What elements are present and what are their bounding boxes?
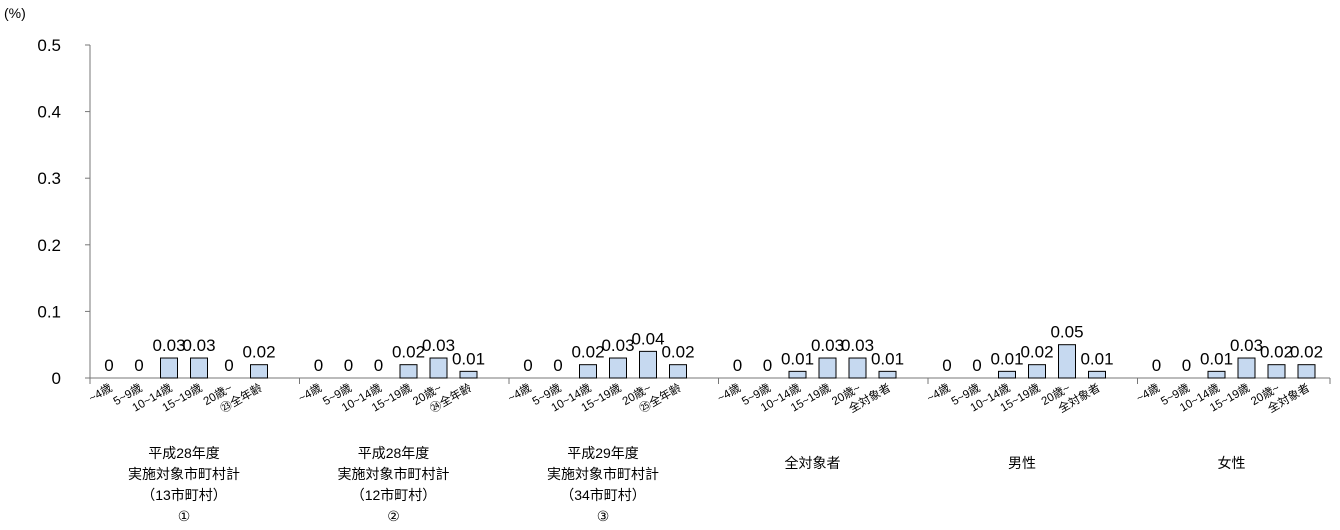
data-label: 0.01: [990, 349, 1023, 368]
y-tick-label: 0.3: [37, 169, 61, 188]
x-tick-label: ~4歳: [87, 381, 115, 405]
data-label: 0: [344, 356, 353, 375]
data-label: 0.02: [392, 343, 425, 362]
y-tick-label: 0.4: [37, 103, 61, 122]
y-tick-label: 0.2: [37, 236, 61, 255]
data-label: 0: [553, 356, 562, 375]
group-label: （13市町村）: [141, 487, 227, 503]
y-tick-label: 0.5: [37, 36, 61, 55]
group-label: （12市町村）: [351, 487, 437, 503]
data-label: 0.02: [661, 343, 694, 362]
bar: [669, 364, 687, 379]
bar: [818, 357, 837, 379]
group-label: 全対象者: [785, 455, 841, 471]
data-label: 0.03: [422, 336, 455, 355]
x-tick-label: ~4歳: [296, 381, 324, 405]
data-label: 0.03: [841, 336, 874, 355]
data-label: 0: [1182, 356, 1191, 375]
data-label: 0: [104, 356, 113, 375]
bar: [1028, 364, 1046, 379]
data-label: 0.01: [871, 349, 904, 368]
data-label: 0.05: [1050, 323, 1083, 342]
y-tick-label: 0: [52, 369, 61, 388]
bar: [250, 364, 268, 379]
data-label: 0: [942, 356, 951, 375]
data-label: 0.03: [811, 336, 844, 355]
bar: [998, 370, 1016, 379]
group-label: ①: [178, 508, 191, 524]
bar: [459, 370, 478, 379]
bar: [848, 357, 867, 379]
data-label: 0: [224, 356, 233, 375]
data-label: 0.01: [781, 349, 814, 368]
group-label: （34市町村）: [560, 487, 646, 503]
data-label: 0.02: [571, 343, 604, 362]
group-label: ②: [387, 508, 400, 524]
group-label: ③: [597, 508, 610, 524]
x-tick-label: ~4歳: [925, 381, 953, 405]
data-label: 0.02: [1260, 343, 1293, 362]
bar: [399, 364, 418, 379]
bar: [1088, 370, 1106, 379]
bar: [1058, 344, 1076, 379]
group-label: 平成28年度: [358, 445, 430, 461]
group-label: 実施対象市町村計: [338, 466, 450, 482]
data-label: 0.02: [242, 343, 275, 362]
bar: [579, 364, 597, 379]
x-tick-label: ~4歳: [1134, 381, 1162, 405]
bar: [1207, 370, 1226, 379]
data-label: 0: [733, 356, 742, 375]
bar: [429, 357, 448, 379]
x-tick-label: ~4歳: [506, 381, 534, 405]
data-label: 0: [972, 356, 981, 375]
y-tick-label: 0.1: [37, 302, 61, 321]
data-label: 0.01: [1080, 349, 1113, 368]
group-label: 男性: [1008, 455, 1036, 471]
y-unit-label: (%): [4, 5, 26, 21]
data-label: 0: [134, 356, 143, 375]
data-label: 0.03: [1230, 336, 1263, 355]
data-label: 0.04: [631, 329, 664, 348]
bar: [788, 370, 807, 379]
bar: [1267, 364, 1286, 379]
data-label: 0: [763, 356, 772, 375]
x-tick-label: ~4歳: [715, 381, 743, 405]
group-label: 平成28年度: [148, 445, 220, 461]
data-label: 0: [1152, 356, 1161, 375]
data-label: 0: [374, 356, 383, 375]
data-label: 0.03: [601, 336, 634, 355]
data-label: 0: [314, 356, 323, 375]
group-label: 女性: [1218, 455, 1246, 471]
bar: [160, 357, 178, 379]
group-label: 実施対象市町村計: [128, 466, 240, 482]
bar: [609, 357, 627, 379]
data-label: 0.02: [1290, 343, 1323, 362]
data-label: 0.01: [1200, 349, 1233, 368]
bar: [878, 370, 897, 379]
data-label: 0.03: [182, 336, 215, 355]
group-label: 平成29年度: [567, 445, 639, 461]
group-label: 実施対象市町村計: [547, 466, 659, 482]
bar: [639, 350, 657, 379]
bar: [1297, 364, 1316, 379]
data-label: 0.01: [452, 349, 485, 368]
data-label: 0.03: [152, 336, 185, 355]
bar: [190, 357, 208, 379]
data-label: 0.02: [1020, 343, 1053, 362]
data-label: 0: [523, 356, 532, 375]
bar: [1237, 357, 1256, 379]
